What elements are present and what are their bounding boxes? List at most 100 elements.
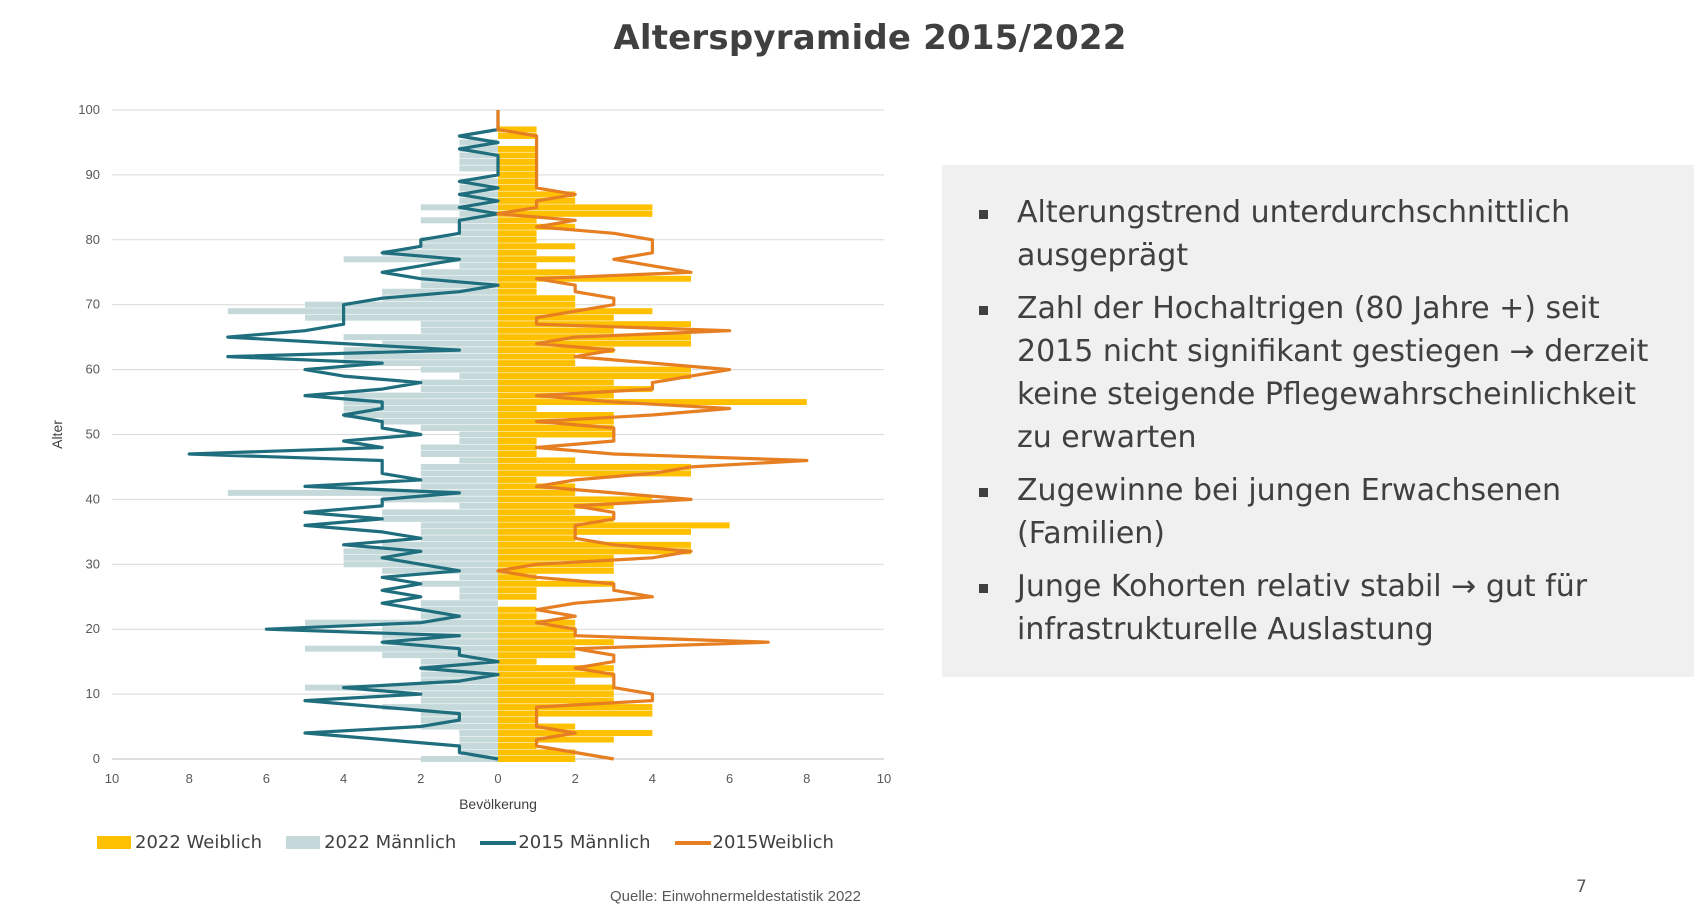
bar-2022-weiblich (498, 671, 614, 678)
bar-2022-maennlich (382, 567, 498, 574)
bar-2022-weiblich (498, 275, 691, 282)
x-tick-label: 0 (494, 771, 501, 786)
bar-2022-maennlich (459, 262, 498, 269)
bar-2022-weiblich (498, 587, 537, 594)
bar-2022-weiblich (498, 476, 537, 483)
bar-2022-maennlich (459, 457, 498, 464)
bar-2022-maennlich (382, 340, 498, 347)
bar-2022-maennlich (459, 184, 498, 191)
bar-2022-weiblich (498, 269, 576, 276)
bar-2022-maennlich (459, 165, 498, 172)
bar-2022-weiblich (498, 366, 691, 373)
legend-label: 2015 Männlich (518, 832, 651, 853)
bar-2022-weiblich (498, 412, 614, 419)
bar-2022-weiblich (498, 145, 537, 152)
bar-2022-maennlich (420, 483, 498, 490)
bar-2022-maennlich (305, 645, 498, 652)
bar-2022-maennlich (459, 502, 498, 509)
bullet-text: Zahl der Hochaltrigen (80 Jahre +) seit … (1017, 291, 1649, 455)
page-number: 7 (1576, 877, 1587, 897)
bar-2022-maennlich (459, 230, 498, 237)
x-axis-label: Bevölkerung (459, 796, 537, 812)
bar-2022-weiblich (498, 288, 537, 295)
bar-2022-weiblich (498, 438, 537, 444)
bar-2022-weiblich (498, 282, 537, 289)
bar-2022-maennlich (459, 139, 498, 146)
bar-2022-maennlich (420, 386, 498, 393)
bar-2022-maennlich (382, 626, 498, 633)
bar-2022-weiblich (498, 158, 537, 165)
bar-2022-weiblich (498, 126, 537, 133)
bar-2022-maennlich (459, 730, 498, 737)
bar-2022-maennlich (420, 535, 498, 542)
bar-2022-maennlich (459, 223, 498, 230)
bar-2022-maennlich (420, 275, 498, 282)
bar-2022-maennlich (420, 321, 498, 328)
x-tick-label: 8 (803, 771, 810, 786)
bar-2022-maennlich (420, 600, 498, 607)
bar-series (227, 126, 807, 762)
bar-2022-maennlich (459, 158, 498, 165)
bar-2022-weiblich (498, 178, 537, 185)
bar-2022-maennlich (459, 373, 498, 380)
bar-2022-maennlich (420, 425, 498, 431)
bar-2022-maennlich (227, 308, 499, 315)
bar-2022-weiblich (498, 697, 614, 704)
legend-label: 2015Weiblich (712, 832, 834, 853)
bar-2022-weiblich (498, 204, 653, 211)
bar-2022-weiblich (498, 613, 537, 620)
bar-2022-maennlich (459, 743, 498, 750)
bar-2022-weiblich (498, 509, 576, 516)
bar-2022-maennlich (420, 470, 498, 477)
bar-2022-weiblich (498, 379, 614, 386)
bar-2022-maennlich (420, 580, 498, 587)
bar-2022-weiblich (498, 171, 537, 178)
bar-2022-weiblich (498, 347, 614, 354)
x-tick-label: 4 (340, 771, 347, 786)
bar-2022-weiblich (498, 535, 576, 542)
bar-2022-maennlich (305, 301, 498, 308)
y-tick-label: 0 (93, 751, 100, 766)
bar-2022-weiblich (498, 710, 653, 717)
bar-2022-maennlich (420, 528, 498, 535)
bar-2022-maennlich (382, 295, 498, 302)
bar-2022-maennlich (459, 191, 498, 198)
bar-2022-weiblich (498, 749, 576, 756)
bar-2022-weiblich (498, 386, 653, 393)
bar-2022-maennlich (420, 327, 498, 334)
bar-2022-weiblich (498, 704, 653, 711)
bullet-list: Alterungstrend unterdurchschnittlich aus… (942, 165, 1694, 651)
bar-2022-weiblich (498, 548, 691, 555)
bar-2022-maennlich (459, 736, 498, 743)
bar-2022-weiblich (498, 165, 537, 172)
bar-2022-maennlich (420, 476, 498, 483)
bar-2022-weiblich (498, 431, 614, 438)
bar-2022-weiblich (498, 606, 537, 613)
bar-2022-weiblich (498, 184, 537, 191)
bullet-text: Alterungstrend unterdurchschnittlich aus… (1017, 195, 1571, 273)
bar-2022-weiblich (498, 580, 614, 587)
bar-2022-weiblich (498, 256, 576, 263)
source-note: Quelle: Einwohnermeldestatistik 2022 (610, 888, 861, 905)
bar-2022-weiblich (498, 152, 537, 159)
bar-2022-weiblich (498, 658, 537, 665)
bar-2022-weiblich (498, 522, 730, 529)
bar-2022-weiblich (498, 340, 691, 347)
bullet-item: Zugewinne bei jungen Erwachsenen (Famili… (979, 469, 1674, 555)
bar-2022-maennlich (420, 282, 498, 289)
line-2015-maennlich (187, 110, 500, 761)
x-tick-label: 10 (105, 771, 119, 786)
bar-2022-weiblich (498, 243, 576, 250)
bullet-marker (979, 210, 988, 219)
bullet-item: Alterungstrend unterdurchschnittlich aus… (979, 191, 1674, 277)
bar-2022-weiblich (498, 295, 576, 302)
bar-2022-maennlich (343, 412, 498, 419)
bar-2022-maennlich (382, 541, 498, 548)
bar-2022-weiblich (498, 678, 576, 685)
bullet-item: Zahl der Hochaltrigen (80 Jahre +) seit … (979, 287, 1674, 459)
bar-2022-maennlich (459, 749, 498, 756)
summary-textbox: Alterungstrend unterdurchschnittlich aus… (942, 165, 1694, 677)
bullet-item: Junge Kohorten relativ stabil → gut für … (979, 565, 1674, 651)
